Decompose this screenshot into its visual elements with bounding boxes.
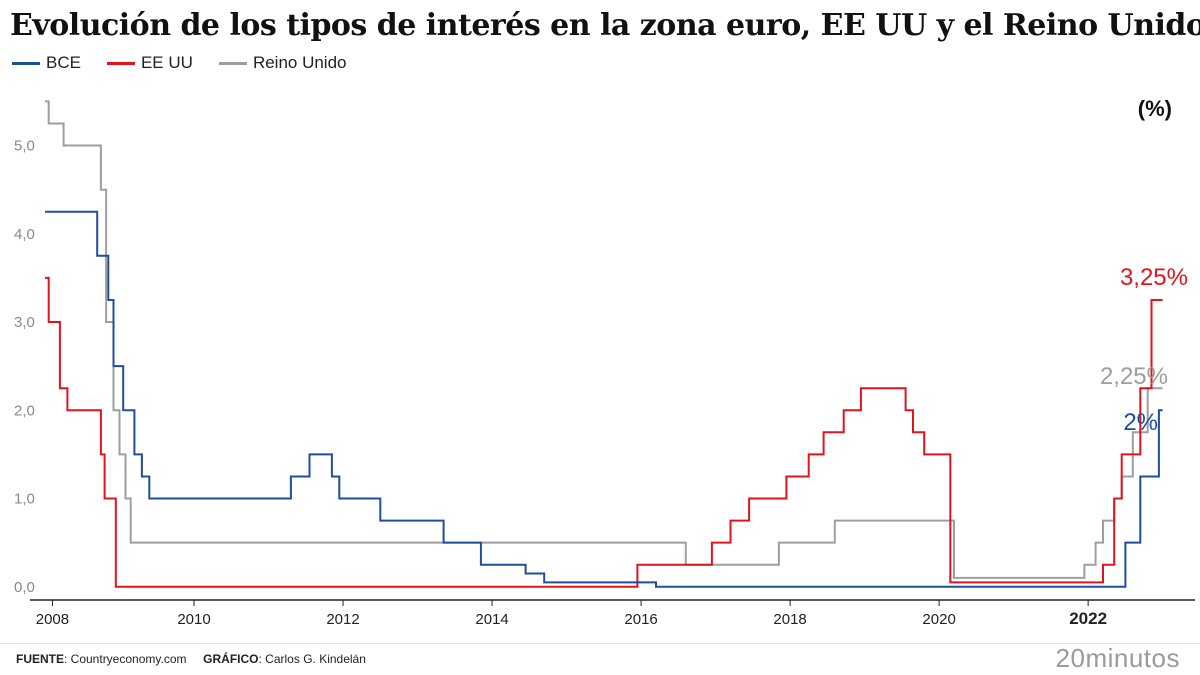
brand-logo: 20minutos [1055,643,1180,673]
footer-credits: FUENTE: Countryeconomy.com GRÁFICO: Carl… [16,652,366,666]
y-tick-label: 5,0 [14,138,35,155]
chart-title: Evolución de los tipos de interés en la … [10,8,1200,43]
end-label-reino-unido: 2,25% [1100,363,1168,390]
x-tick-label: 2012 [326,611,359,628]
legend-swatch-reino-unido [218,61,247,65]
x-tick-label: 2008 [36,611,69,628]
unit-label: (%) [1138,96,1172,121]
series-line-reino-unido [45,100,1163,579]
legend-item-eeuu: EE UU [106,53,193,73]
legend-label-reino-unido: Reino Unido [252,53,347,72]
x-tick-label: 2022 [1069,609,1107,628]
x-tick-label: 2010 [177,611,210,628]
legend-item-bce: BCE [12,53,81,73]
y-tick-label: 4,0 [14,226,35,243]
graphic-label: GRÁFICO [203,652,259,666]
y-tick-label: 2,0 [14,402,35,419]
y-tick-label: 1,0 [14,491,35,508]
graphic-value: : Carlos G. Kindelán [258,652,366,666]
chart-legend: BCE EE UU Reino Unido [12,53,373,73]
legend-swatch-bce [12,61,40,65]
x-tick-label: 2020 [922,611,955,628]
legend-item-reino-unido: Reino Unido [218,53,347,73]
x-tick-label: 2014 [475,611,508,628]
end-label-ee-uu: 3,25% [1120,264,1188,291]
y-tick-label: 3,0 [14,314,35,331]
legend-swatch-eeuu [106,61,135,65]
source-label: FUENTE [16,652,64,666]
end-label-bce: 2% [1123,409,1158,436]
legend-label-eeuu: EE UU [140,53,193,72]
legend-label-bce: BCE [46,53,81,72]
series-line-ee-uu [45,276,1163,588]
x-tick-label: 2018 [773,611,806,628]
source-value: : Countryeconomy.com [64,652,187,666]
y-tick-label: 0,0 [14,579,35,596]
x-tick-label: 2016 [624,611,657,628]
series-line-bce [45,210,1163,588]
footer-divider [0,643,1200,644]
chart-plot: 0,0 1,0 2,0 3,0 4,0 5,0 (%) 2008 2010 2012 2014 201… [14,96,1195,628]
